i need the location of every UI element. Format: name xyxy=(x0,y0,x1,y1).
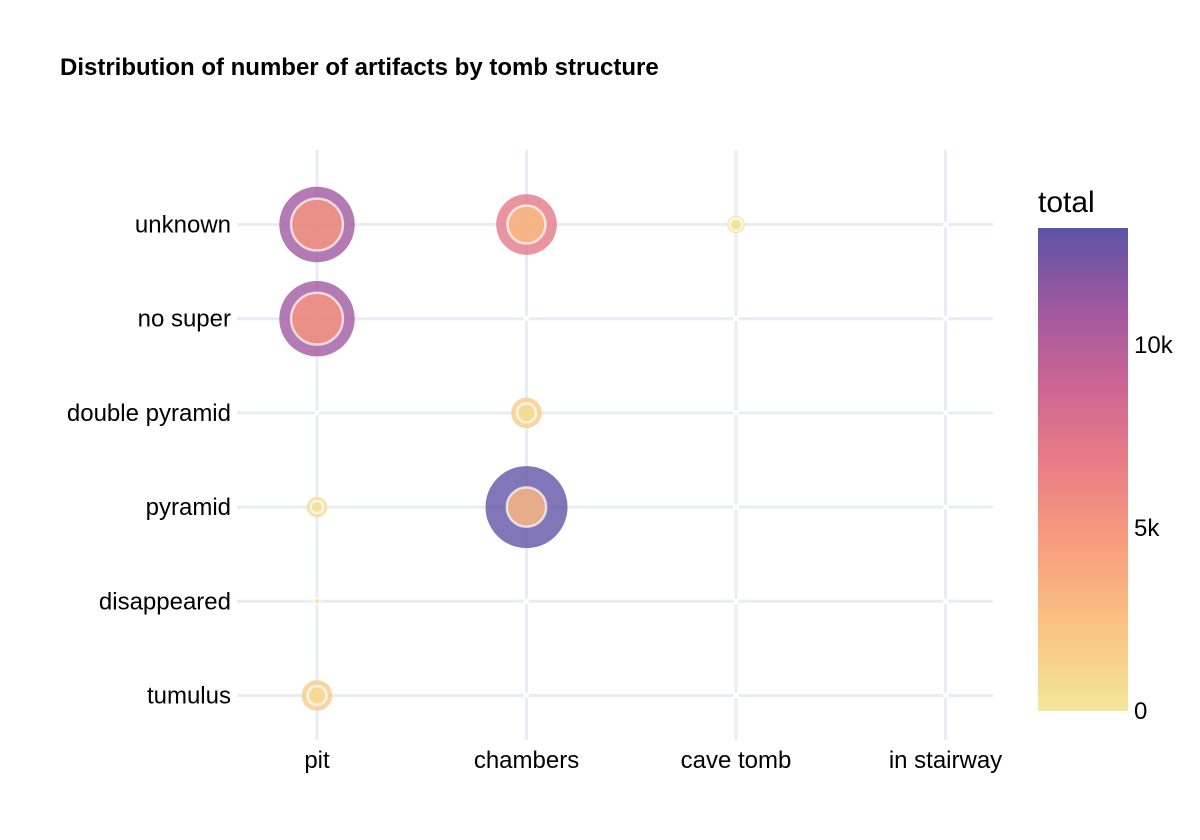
bubble xyxy=(301,680,333,711)
bubble-outer xyxy=(524,316,529,322)
bubble-outer xyxy=(943,222,948,227)
bubble-inner xyxy=(728,217,744,232)
colorbar-tick-label: 5k xyxy=(1134,515,1160,542)
y-axis-ticks: unknown no super double pyramid pyramid disa… xyxy=(67,212,231,710)
bubble xyxy=(524,693,529,698)
bubble xyxy=(279,186,355,263)
bubble-outer xyxy=(943,504,948,510)
x-tick-label: in stairway xyxy=(889,747,1002,774)
bubble xyxy=(943,410,948,416)
bubble xyxy=(306,496,328,518)
colorbar-legend: total 0 5k 10k xyxy=(1038,186,1174,725)
bubble xyxy=(943,693,948,698)
bubble xyxy=(511,397,542,429)
x-tick-label: cave tomb xyxy=(681,747,792,774)
bubble-inner xyxy=(289,291,345,346)
x-tick-label: chambers xyxy=(474,747,579,774)
colorbar xyxy=(1038,228,1128,711)
bubble xyxy=(312,597,322,606)
data-points xyxy=(279,186,948,711)
chart-title: Distribution of number of artifacts by t… xyxy=(60,54,659,81)
bubble-inner xyxy=(505,486,548,529)
bubble xyxy=(943,504,948,510)
bubble-inner xyxy=(309,499,325,515)
bubble-outer xyxy=(314,410,320,416)
bubble xyxy=(733,598,739,604)
bubble-outer xyxy=(943,410,948,416)
bubble-outer xyxy=(524,598,529,604)
bubble-inner xyxy=(289,197,345,252)
bubble xyxy=(943,598,948,604)
bubble-outer xyxy=(524,693,529,698)
colorbar-tick-label: 0 xyxy=(1134,698,1147,725)
bubble xyxy=(314,410,320,416)
bubble xyxy=(279,280,355,357)
bubble xyxy=(733,693,739,698)
bubble xyxy=(524,598,529,604)
bubble xyxy=(524,316,529,322)
bubble-outer xyxy=(733,504,739,510)
bubble xyxy=(733,316,739,322)
y-tick-label: no super xyxy=(138,306,231,333)
y-tick-label: double pyramid xyxy=(67,400,231,427)
bubble-outer xyxy=(733,598,739,604)
bubble xyxy=(733,410,739,416)
x-axis-ticks: pit chambers cave tomb in stairway xyxy=(304,747,1002,774)
bubble xyxy=(496,194,557,255)
y-tick-label: pyramid xyxy=(146,494,231,521)
bubble-outer xyxy=(733,693,739,698)
bubble-outer xyxy=(733,316,739,322)
bubble-inner xyxy=(312,597,322,606)
colorbar-title: total xyxy=(1038,186,1095,219)
bubble-outer xyxy=(943,316,948,322)
bubble-outer xyxy=(943,598,948,604)
y-tick-label: disappeared xyxy=(99,588,231,615)
bubble-outer xyxy=(733,410,739,416)
y-tick-label: unknown xyxy=(135,212,231,239)
bubble-inner xyxy=(515,402,538,424)
bubble xyxy=(943,316,948,322)
colorbar-tick-label: 10k xyxy=(1134,332,1174,359)
y-tick-label: tumulus xyxy=(147,683,231,710)
bubble-inner xyxy=(506,204,547,245)
x-tick-label: pit xyxy=(304,747,330,774)
bubble xyxy=(727,215,745,234)
bubble-outer xyxy=(943,693,948,698)
bubble xyxy=(733,504,739,510)
bubble xyxy=(485,466,568,549)
bubble xyxy=(943,222,948,227)
bubble-inner xyxy=(306,684,328,707)
